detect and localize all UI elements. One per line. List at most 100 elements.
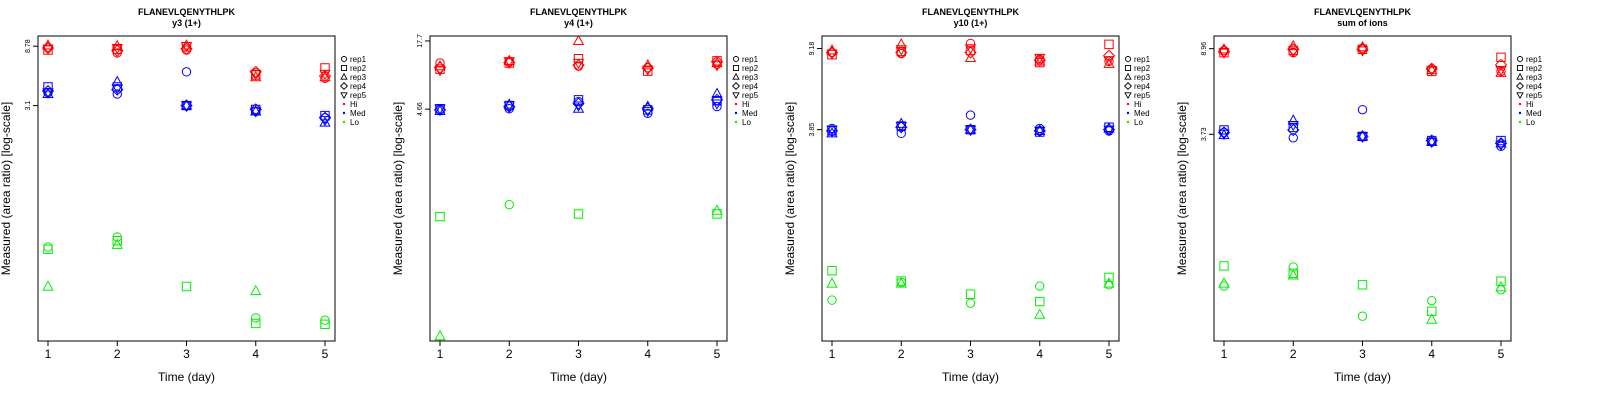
x-tick-label: 3 xyxy=(183,347,190,361)
legend-label-lo: Lo xyxy=(1526,118,1535,127)
legend-label-med: Med xyxy=(350,109,366,118)
legend-label-med: Med xyxy=(1526,109,1542,118)
data-point-lo xyxy=(1287,269,1299,280)
data-point-med xyxy=(1103,125,1115,136)
data-point-med xyxy=(1356,132,1369,143)
data-point-med xyxy=(1034,124,1046,135)
data-point-med xyxy=(180,101,193,112)
data-point-lo xyxy=(965,289,976,299)
legend-symbol-rep5 xyxy=(340,92,348,100)
chart-subtitle: y4 (1+) xyxy=(564,18,593,28)
data-point-lo xyxy=(1035,281,1045,291)
data-point-hi xyxy=(503,57,515,68)
plot-frame xyxy=(37,35,336,342)
legend-label-rep1: rep1 xyxy=(350,55,367,64)
plot-frame xyxy=(1213,35,1512,342)
data-point-hi xyxy=(1495,66,1507,77)
legend-label-rep2: rep2 xyxy=(1526,64,1543,73)
legend-label-rep3: rep3 xyxy=(350,73,367,82)
data-point-med xyxy=(1287,114,1299,125)
y-tick-label: 3.73 xyxy=(1201,127,1208,141)
data-point-hi xyxy=(42,44,54,56)
data-point-hi xyxy=(1034,55,1046,66)
data-point-hi xyxy=(181,45,192,55)
legend-label-rep5: rep5 xyxy=(350,91,367,100)
data-point-med xyxy=(896,128,906,139)
x-tick-label: 5 xyxy=(1498,347,1505,361)
data-point-med xyxy=(1103,122,1115,133)
legend-label-hi: Hi xyxy=(1526,100,1534,109)
data-point-med xyxy=(572,102,585,113)
data-point-med xyxy=(1495,137,1507,148)
legend-label-lo: Lo xyxy=(350,118,359,127)
data-point-lo xyxy=(1495,280,1507,292)
y-tick-label: 8.78 xyxy=(25,39,32,53)
legend-label-lo: Lo xyxy=(1134,118,1143,127)
legend-label-rep1: rep1 xyxy=(1526,55,1543,64)
legend-symbol-rep2 xyxy=(1124,64,1132,72)
data-point-hi xyxy=(111,43,123,55)
data-point-hi xyxy=(435,58,445,68)
legend-symbol-rep5 xyxy=(732,92,740,100)
data-point-hi xyxy=(43,45,53,55)
data-point-hi xyxy=(1496,52,1506,63)
data-point-lo xyxy=(1496,276,1506,286)
x-tick-label: 1 xyxy=(45,347,52,361)
data-point-hi xyxy=(964,44,977,55)
data-point-med xyxy=(181,67,192,77)
data-point-hi xyxy=(1219,47,1229,58)
data-point-hi xyxy=(319,70,331,82)
legend-label-rep1: rep1 xyxy=(742,55,759,64)
data-point-hi xyxy=(1287,47,1299,58)
data-point-hi xyxy=(572,59,585,72)
legend-label-hi: Hi xyxy=(350,100,358,109)
data-point-hi xyxy=(435,64,445,74)
data-point-hi xyxy=(895,46,908,59)
data-point-med xyxy=(642,106,654,118)
data-point-hi xyxy=(895,38,907,49)
data-point-med xyxy=(112,89,122,99)
data-point-lo xyxy=(1357,311,1368,321)
data-point-lo xyxy=(251,318,261,329)
data-point-med xyxy=(1287,121,1299,132)
chart-subtitle: y3 (1+) xyxy=(172,18,201,28)
data-point-hi xyxy=(180,42,193,53)
data-point-lo xyxy=(42,280,54,291)
data-point-lo xyxy=(1035,296,1045,307)
legend-label-rep4: rep4 xyxy=(1526,82,1543,91)
data-point-med xyxy=(826,125,838,136)
y-tick-label: 9.18 xyxy=(809,42,816,56)
data-point-med xyxy=(250,107,262,118)
data-point-hi xyxy=(180,42,193,55)
data-point-hi xyxy=(1218,48,1230,59)
data-point-hi xyxy=(642,65,654,76)
data-point-lo xyxy=(1357,280,1368,290)
legend-symbol-rep1 xyxy=(340,55,348,63)
x-tick-label: 5 xyxy=(714,347,721,361)
x-tick-label: 2 xyxy=(114,347,121,361)
data-point-hi xyxy=(964,46,977,59)
x-tick-label: 4 xyxy=(1036,347,1043,361)
legend-symbol-rep1 xyxy=(1124,55,1132,63)
data-point-hi xyxy=(572,58,585,70)
data-point-hi xyxy=(434,66,446,77)
data-point-med xyxy=(1287,123,1300,137)
data-point-lo xyxy=(434,329,446,341)
data-point-med xyxy=(643,105,653,115)
data-point-lo xyxy=(1427,306,1437,316)
data-point-hi xyxy=(1494,58,1508,71)
data-point-lo xyxy=(504,199,514,210)
data-point-hi xyxy=(1033,54,1046,67)
data-point-hi xyxy=(710,55,724,68)
data-point-hi xyxy=(320,73,330,84)
x-tick-label: 3 xyxy=(967,347,974,361)
y-tick-label: 3.85 xyxy=(809,123,816,137)
data-point-hi xyxy=(1288,45,1298,56)
data-point-med xyxy=(42,88,54,99)
data-point-med xyxy=(712,101,722,112)
